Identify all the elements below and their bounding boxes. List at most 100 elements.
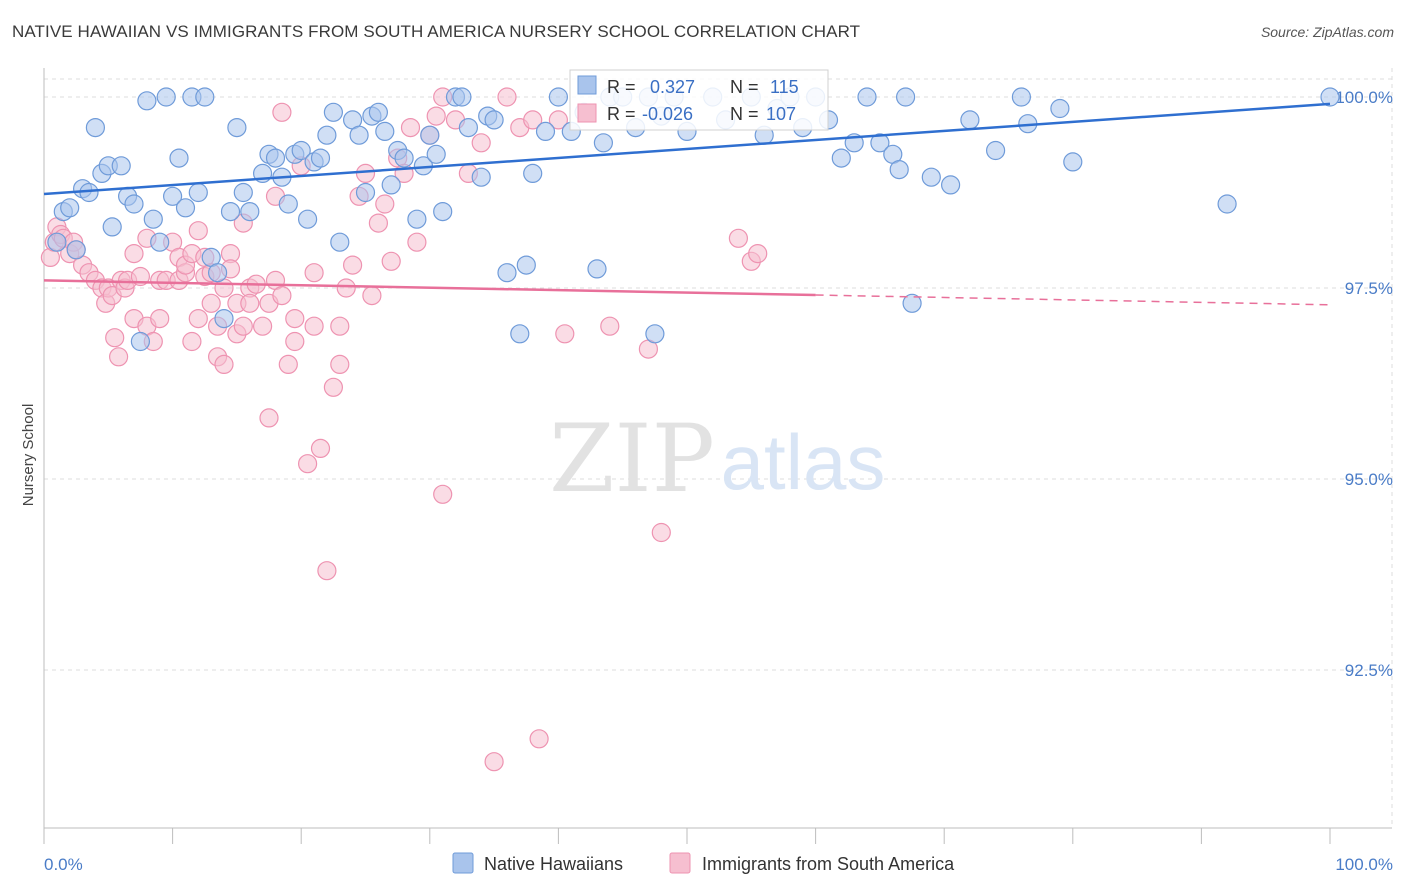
point-immigrants [323,377,343,397]
point-immigrants [310,438,331,458]
point-immigrants [548,110,569,130]
x-tick-label-min: 0.0% [44,855,83,874]
point-native-hawaiians [1217,194,1237,214]
point-native-hawaiians [60,198,80,218]
point-native-hawaiians [310,148,331,168]
point-native-hawaiians [124,194,144,214]
point-immigrants [272,286,292,306]
point-native-hawaiians [407,209,427,229]
point-immigrants [259,408,279,428]
point-immigrants [728,228,749,248]
point-immigrants [400,117,421,138]
point-immigrants [523,110,543,130]
point-native-hawaiians [368,102,388,122]
point-native-hawaiians [587,259,607,279]
point-immigrants [362,286,382,306]
point-native-hawaiians [227,117,247,138]
point-native-hawaiians [317,125,337,145]
point-immigrants [233,316,253,336]
point-native-hawaiians [593,133,614,153]
stats-swatch-blue [577,75,597,95]
point-immigrants [285,309,305,329]
point-native-hawaiians [645,324,665,344]
point-native-hawaiians [66,240,86,260]
point-native-hawaiians [831,148,851,168]
point-immigrants [285,331,305,352]
point-immigrants [748,244,768,264]
grid-lines [44,68,1393,828]
point-immigrants [317,561,337,581]
stats-n-label-pink: N = [730,104,759,124]
point-immigrants [343,255,363,275]
point-native-hawaiians [130,331,150,352]
point-native-hawaiians [484,110,504,130]
point-native-hawaiians [195,87,215,107]
point-native-hawaiians [535,121,556,141]
point-native-hawaiians [143,209,163,229]
point-native-hawaiians [857,87,877,107]
stats-r-value-blue: 0.327 [650,77,695,97]
point-native-hawaiians [220,202,241,222]
point-immigrants [381,251,401,271]
point-native-hawaiians [889,160,909,180]
point-immigrants [150,309,170,329]
point-immigrants [529,729,549,749]
legend-label-immigrants: Immigrants from South America [702,854,955,874]
point-native-hawaiians [523,163,543,183]
point-immigrants [330,354,350,374]
stats-legend-box: R = 0.327 N = 115 R = -0.026 N = 107 [569,69,829,131]
trend-line-native-hawaiians [43,102,1331,196]
stats-r-label-blue: R = [607,77,636,97]
watermark-zip: ZIP [549,405,715,514]
point-native-hawaiians [188,182,208,203]
point-immigrants [433,484,453,504]
point-immigrants [304,316,324,336]
point-native-hawaiians [381,175,401,195]
point-immigrants [105,328,125,348]
watermark-atlas: atlas [721,418,886,506]
point-immigrants [108,347,129,367]
y-tick-label: 92.5% [1345,661,1393,680]
point-native-hawaiians [349,125,369,145]
point-immigrants [484,752,504,772]
point-native-hawaiians [452,87,472,107]
point-native-hawaiians [323,102,343,122]
stats-r-label-pink: R = [607,104,636,124]
point-immigrants [188,309,208,329]
point-immigrants [182,331,202,352]
point-native-hawaiians [298,209,318,229]
point-native-hawaiians [497,263,517,283]
point-native-hawaiians [1050,98,1070,119]
point-immigrants [201,293,221,313]
point-immigrants [304,263,324,283]
point-native-hawaiians [85,117,106,138]
point-native-hawaiians [102,217,122,237]
point-native-hawaiians [921,167,941,187]
point-native-hawaiians [163,186,183,206]
point-native-hawaiians [175,198,196,218]
point-native-hawaiians [208,263,228,283]
legend-swatch-native-hawaiians [452,852,474,874]
point-immigrants [278,354,298,374]
point-immigrants [555,324,575,344]
point-immigrants [600,316,620,336]
y-tick-label: 100.0% [1335,88,1393,107]
point-native-hawaiians [870,133,890,153]
point-native-hawaiians [985,140,1006,161]
point-native-hawaiians [278,194,298,214]
point-native-hawaiians [291,140,311,161]
point-native-hawaiians [458,117,478,138]
y-tick-label: 95.0% [1345,470,1393,489]
point-immigrants [368,213,388,233]
point-immigrants [497,87,517,107]
x-tick-label-max: 100.0% [1335,855,1393,874]
point-native-hawaiians [150,232,170,252]
point-native-hawaiians [510,324,530,344]
point-native-hawaiians [433,202,453,222]
point-immigrants [336,278,356,298]
point-immigrants [426,106,446,126]
trend-lines [43,102,1331,306]
point-immigrants [355,163,376,183]
chart-title: NATIVE HAWAIIAN VS IMMIGRANTS FROM SOUTH… [12,22,861,41]
